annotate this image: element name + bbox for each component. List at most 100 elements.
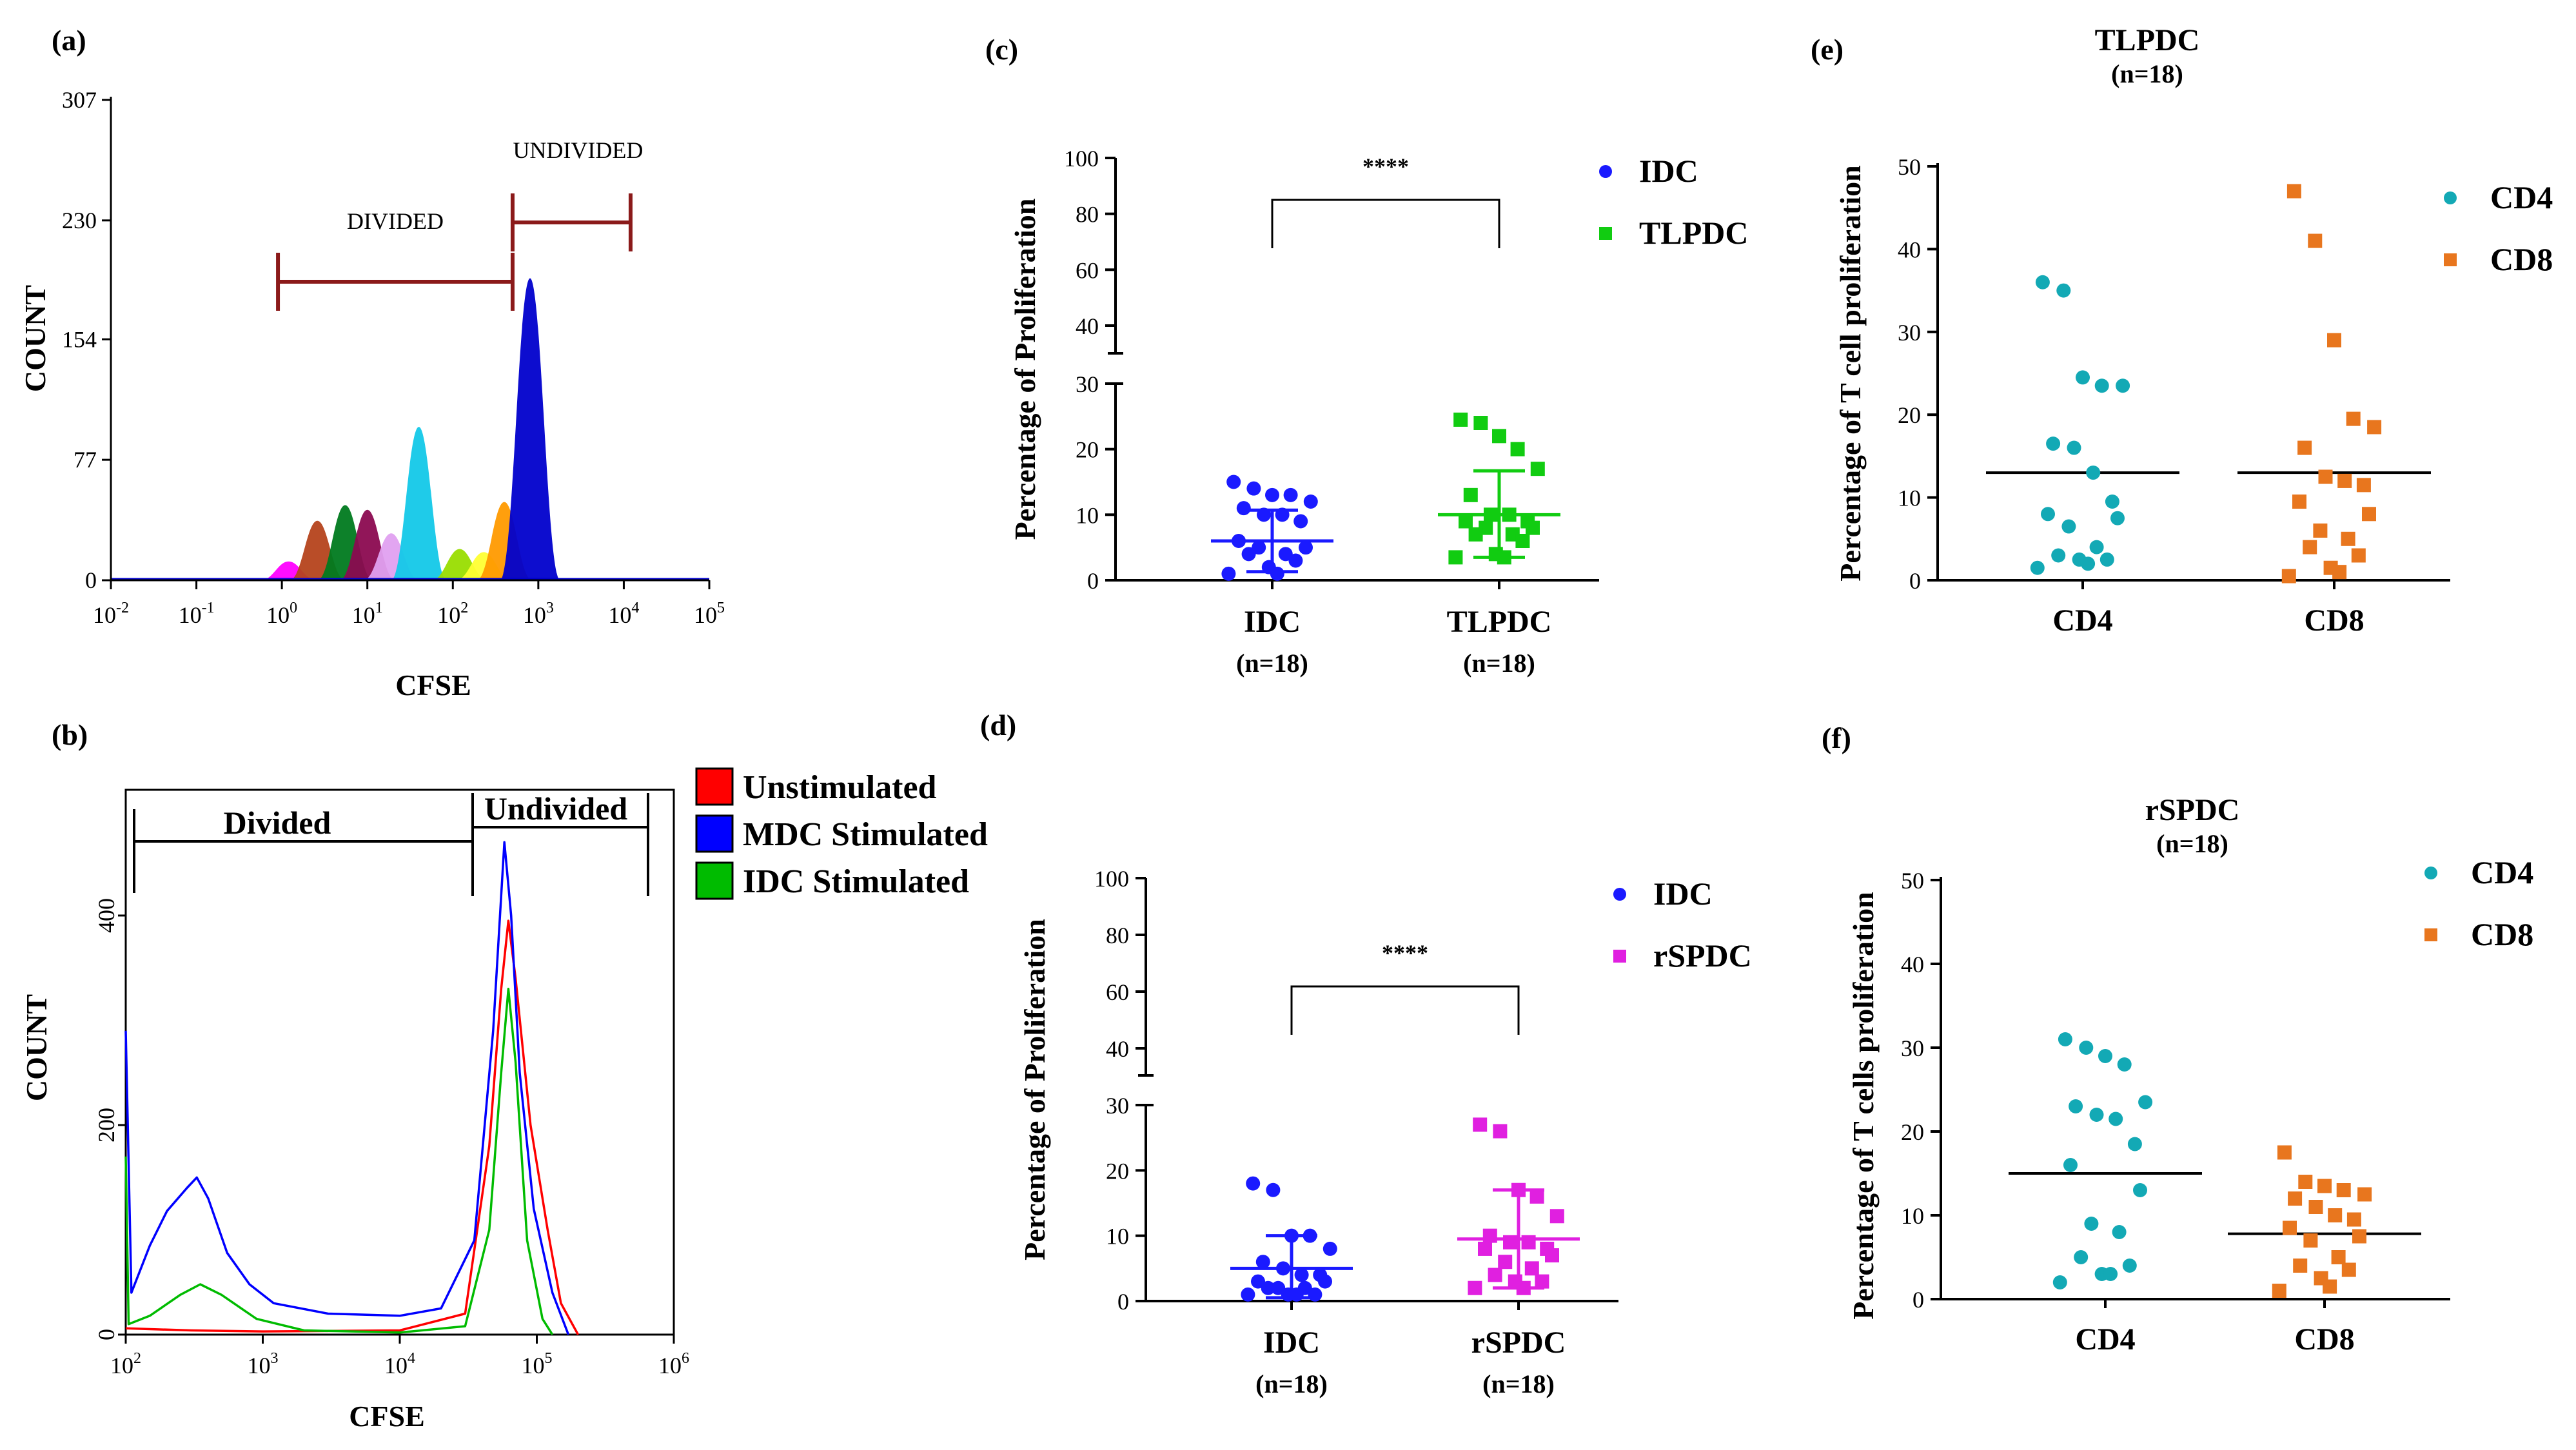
x-tick-label: 105 (694, 600, 725, 628)
y-tick-label: 100 (1064, 146, 1099, 171)
data-point (2063, 1158, 2078, 1172)
y-tick-label: 40 (1898, 237, 1921, 262)
data-point (1252, 540, 1266, 555)
generation-peak (391, 427, 447, 580)
y-axis-label: Percentage of Proliferation (1018, 919, 1051, 1260)
panel-d: 0 10 20 30 40 60 80 100 IDC (n=18) rSPDC (n=18) ****… (1018, 866, 1752, 1398)
chart-title: TLPDC (2095, 23, 2200, 57)
data-point (1503, 1235, 1517, 1249)
category-label: IDC (1244, 605, 1301, 639)
data-point (1510, 442, 1525, 456)
data-point (2117, 1057, 2132, 1072)
x-tick-label: 102 (437, 600, 468, 628)
data-point (2351, 548, 2366, 563)
data-point (2341, 1262, 2356, 1277)
y-tick-label: 100 (1094, 866, 1129, 892)
data-point (2086, 465, 2101, 480)
data-point (1482, 1228, 1497, 1243)
data-point (1236, 501, 1251, 516)
legend-marker (2444, 191, 2457, 204)
category-label: rSPDC (1471, 1326, 1566, 1360)
category-label: CD4 (2052, 603, 2112, 638)
data-point (1246, 1176, 1261, 1191)
x-axis-label: CFSE (349, 1400, 425, 1433)
category-label: IDC (1263, 1326, 1320, 1360)
data-point (1255, 1255, 1270, 1269)
data-point (2067, 440, 2081, 455)
data-point (1488, 1268, 1502, 1282)
y-tick-label: 40 (1106, 1036, 1129, 1062)
category-label: TLPDC (1447, 605, 1552, 639)
y-tick-label: 0 (1087, 568, 1099, 594)
data-point (1529, 1189, 1544, 1204)
x-tick-label: 103 (248, 1350, 279, 1378)
x-tick-label: 10-1 (179, 600, 215, 628)
data-point (2109, 1112, 2123, 1126)
data-point (1266, 1182, 1281, 1197)
n-label: (n=18) (1463, 649, 1535, 678)
data-point (2298, 1175, 2313, 1189)
series-tlpdc (1438, 412, 1560, 565)
data-point (2046, 436, 2061, 451)
significance-stars: **** (1382, 940, 1428, 966)
data-point (2286, 184, 2301, 199)
data-point (2303, 1233, 2318, 1248)
legend-swatch (695, 814, 734, 853)
data-point (2318, 469, 2333, 484)
data-point (2281, 569, 2296, 583)
y-tick-label: 50 (1898, 154, 1921, 180)
gate-label: UNDIVIDED (513, 137, 643, 163)
data-point (2122, 1259, 2137, 1273)
data-point (2341, 531, 2355, 546)
series-cd4 (1986, 275, 2179, 575)
legend-marker (2444, 253, 2457, 266)
series-line-idc-stimulated (124, 988, 554, 1335)
legend-label: IDC Stimulated (743, 863, 969, 900)
x-tick-label: 103 (523, 600, 554, 628)
x-tick-label: 10-2 (93, 600, 129, 628)
significance-stars: **** (1362, 153, 1409, 179)
legend-label: Unstimulated (743, 769, 937, 806)
data-point (1502, 507, 1517, 522)
category-label: CD4 (2075, 1322, 2135, 1357)
data-point (1521, 1235, 1536, 1249)
panel-label-f: (f) (1822, 721, 1851, 754)
data-point (2089, 540, 2104, 554)
data-point (2110, 511, 2125, 525)
y-tick-label: 60 (1076, 257, 1099, 283)
data-point (2074, 1250, 2089, 1264)
legend-label: IDC (1653, 876, 1713, 912)
data-point (2346, 1212, 2361, 1227)
n-label: (n=18) (1236, 649, 1308, 678)
y-tick-label: 30 (1901, 1035, 1924, 1061)
y-tick-label: 80 (1076, 202, 1099, 228)
legend-marker (1599, 165, 1612, 178)
chart-title: rSPDC (2145, 793, 2240, 827)
data-point (2076, 370, 2090, 385)
data-point (2323, 1279, 2337, 1294)
data-point (2336, 1183, 2351, 1197)
x-axis-label: CFSE (395, 669, 471, 701)
data-point (1530, 462, 1545, 476)
y-tick-label: 30 (1076, 371, 1099, 397)
gate-label: DIVIDED (347, 208, 444, 234)
data-point (1265, 487, 1279, 502)
series-idc (1211, 475, 1333, 581)
y-tick-label: 60 (1106, 979, 1129, 1005)
y-axis-label: Percentage of Proliferation (1008, 199, 1041, 540)
legend-marker (1599, 227, 1612, 240)
y-tick-label: 10 (1901, 1203, 1924, 1229)
data-point (1261, 1280, 1275, 1295)
y-tick-label: 154 (62, 326, 97, 352)
category-label: CD8 (2304, 603, 2364, 638)
y-axis-label: COUNT (19, 285, 52, 392)
data-point (2035, 275, 2050, 289)
data-point (1226, 475, 1241, 489)
data-point (2133, 1183, 2147, 1197)
panel-e: 0 10 20 30 40 50 CD4 CD8 TLPDC(n=18) Percentage o… (1834, 23, 2553, 638)
data-point (1468, 527, 1483, 542)
y-tick-label: 20 (1898, 402, 1921, 428)
n-label: (n=18) (1255, 1369, 1328, 1398)
data-point (1516, 1280, 1531, 1295)
data-point (1283, 487, 1298, 502)
